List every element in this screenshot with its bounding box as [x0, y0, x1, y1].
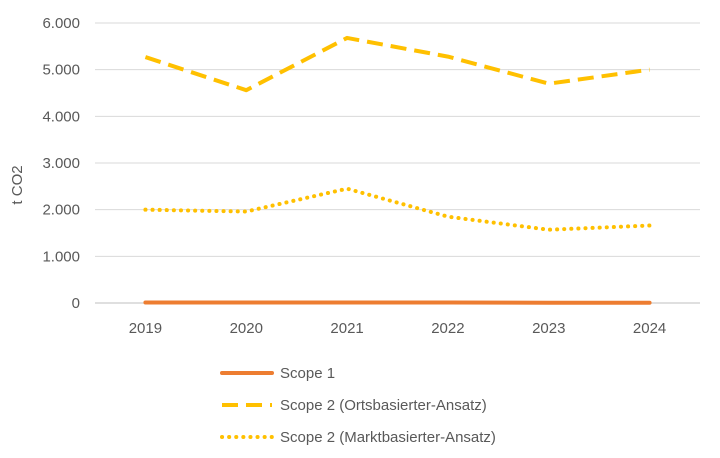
x-tick-label: 2023 [532, 320, 565, 337]
x-tick-label: 2021 [330, 320, 363, 337]
y-tick-label: 4.000 [42, 108, 80, 125]
x-tick-label: 2024 [633, 320, 666, 337]
x-tick-label: 2019 [129, 320, 162, 337]
legend: Scope 1 Scope 2 (Ortsbasierter-Ansatz) Sco… [222, 365, 496, 446]
y-tick-label: 3.000 [42, 155, 80, 172]
series-lines [145, 38, 649, 303]
y-tick-label: 6.000 [42, 15, 80, 32]
y-tick-label: 5.000 [42, 62, 80, 79]
legend-label: Scope 1 [280, 365, 335, 382]
x-axis-ticks: 2019 2020 2021 2022 2023 2024 [129, 320, 667, 337]
y-tick-label: 1.000 [42, 248, 80, 265]
y-axis-label: t CO2 [9, 165, 26, 204]
x-tick-label: 2022 [431, 320, 464, 337]
y-tick-label: 2.000 [42, 202, 80, 219]
legend-label: Scope 2 (Marktbasierter-Ansatz) [280, 429, 496, 446]
y-axis-ticks: 0 1.000 2.000 3.000 4.000 5.000 6.000 [42, 15, 80, 312]
x-tick-label: 2020 [230, 320, 263, 337]
series-line-2 [145, 38, 649, 90]
gridlines [95, 23, 700, 303]
y-tick-label: 0 [72, 295, 80, 312]
legend-label: Scope 2 (Ortsbasierter-Ansatz) [280, 397, 487, 414]
